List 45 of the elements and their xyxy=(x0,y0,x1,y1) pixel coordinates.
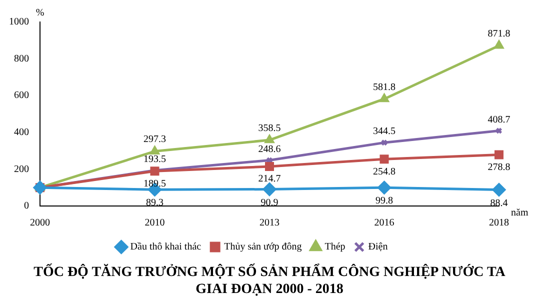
text: TỐC ĐỘ TĂNG TRƯỞNG MỘT SỐ SẢN PHẨM CÔNG NGHIỆP NƯỚC TA GIAI ĐOẠN 2000 - 2018 xyxy=(32,264,506,298)
point xyxy=(262,182,276,196)
y-tick-label: 1000 xyxy=(9,16,29,28)
point xyxy=(492,183,506,196)
data-label: 90.9 xyxy=(260,197,278,208)
y-tick-label: 800 xyxy=(14,53,29,64)
data-label: 871.8 xyxy=(488,28,510,40)
x-axis-title: năm xyxy=(511,208,528,219)
x-tick-label: 2018 xyxy=(489,218,509,229)
y-tick-label: 400 xyxy=(14,127,29,138)
data-label: 99.8 xyxy=(376,196,393,207)
point xyxy=(33,180,47,194)
data-label: 89.3 xyxy=(146,198,164,209)
point xyxy=(265,162,274,171)
point xyxy=(264,134,274,144)
legend-label: Dầu thô khai thác xyxy=(130,242,202,253)
point xyxy=(378,180,391,194)
legend-label: Điện xyxy=(368,242,388,253)
point xyxy=(150,146,160,154)
data-label: 297.3 xyxy=(144,134,166,146)
y-tick-label: 200 xyxy=(14,164,29,175)
x-tick-label: 2013 xyxy=(260,218,280,229)
point xyxy=(380,154,389,164)
data-label: 408.7 xyxy=(488,114,510,126)
data-label: 344.5 xyxy=(373,126,396,138)
data-label: 278.8 xyxy=(488,162,510,173)
point xyxy=(494,40,504,49)
y-axis-title: % xyxy=(36,8,44,19)
data-label: 189.5 xyxy=(144,178,166,190)
point xyxy=(494,150,504,160)
point xyxy=(380,139,388,146)
point xyxy=(380,94,389,102)
legend-label: Thủy sản ướp đông xyxy=(224,242,302,253)
y-tick-label: 600 xyxy=(14,90,29,102)
data-label: 358.5 xyxy=(258,122,281,134)
data-label: 214.7 xyxy=(258,174,281,185)
x-tick-label: 2010 xyxy=(144,218,165,229)
x-tick-label: 2000 xyxy=(30,218,50,229)
data-label: 254.8 xyxy=(373,166,396,178)
data-label: 248.6 xyxy=(258,144,281,155)
legend-label: Thép xyxy=(324,242,346,253)
data-label: 581.8 xyxy=(373,82,396,93)
x-tick-label: 2016 xyxy=(374,218,394,229)
data-label: 193.5 xyxy=(144,154,166,166)
y-tick-label: 0 xyxy=(24,200,29,212)
